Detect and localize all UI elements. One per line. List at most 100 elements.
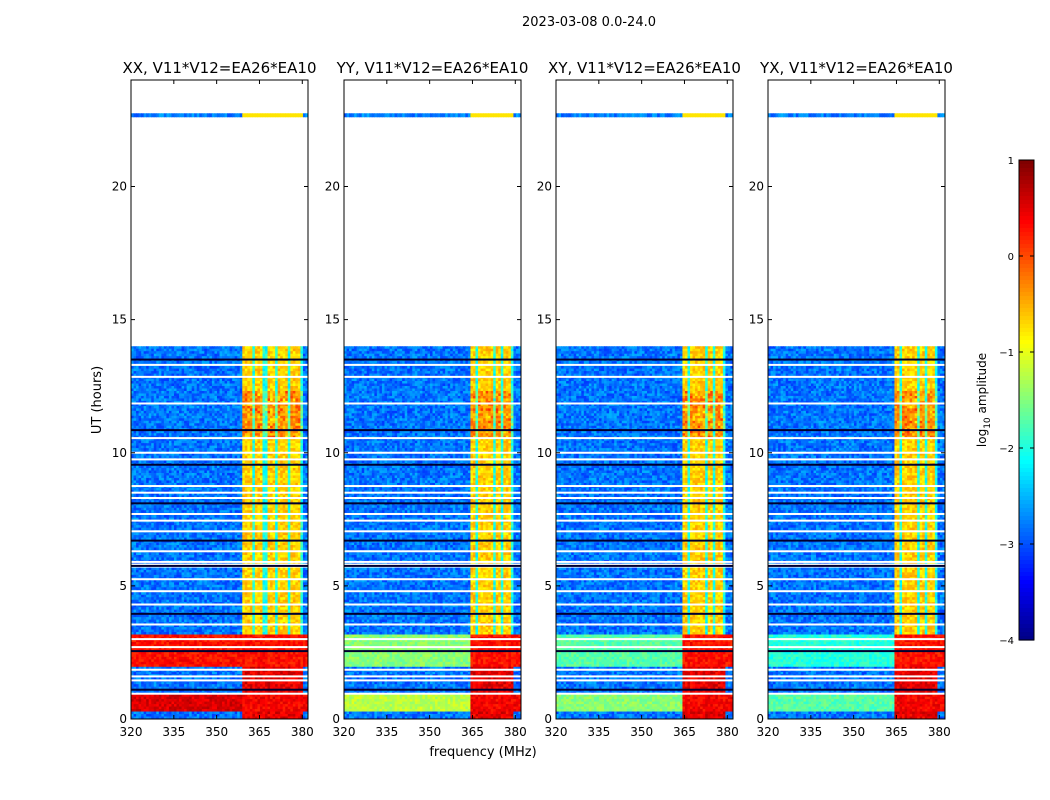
colorbar-step: [1019, 212, 1034, 217]
flag-line: [344, 675, 521, 678]
colorbar-step: [1019, 216, 1034, 221]
colorbar-step: [1019, 376, 1034, 381]
colorbar-step: [1019, 332, 1034, 337]
colorbar-step: [1019, 360, 1034, 365]
colorbar-step: [1019, 280, 1034, 285]
colorbar-step: [1019, 232, 1034, 237]
colorbar-step: [1019, 564, 1034, 569]
colorbar-step: [1019, 176, 1034, 181]
colorbar-step: [1019, 320, 1034, 325]
flag-line: [768, 650, 945, 653]
colorbar-step: [1019, 620, 1034, 625]
colorbar-step: [1019, 168, 1034, 173]
flag-line: [556, 519, 733, 522]
colorbar-step: [1019, 540, 1034, 545]
colorbar-step: [1019, 356, 1034, 361]
colorbar-step: [1019, 548, 1034, 553]
flag-line: [768, 451, 945, 454]
colorbar-step: [1019, 468, 1034, 473]
colorbar-step: [1019, 300, 1034, 305]
colorbar-step: [1019, 256, 1034, 261]
colorbar-step: [1019, 200, 1034, 205]
flag-line: [131, 612, 308, 615]
colorbar-step: [1019, 396, 1034, 401]
panel-frame: [343, 79, 522, 720]
colorbar-step: [1019, 248, 1034, 253]
flag-line: [344, 530, 521, 533]
flag-line: [131, 675, 308, 678]
colorbar-step: [1019, 536, 1034, 541]
flag-line: [131, 402, 308, 405]
flag-line: [768, 530, 945, 533]
flag-line: [768, 688, 945, 691]
flag-line: [768, 463, 945, 466]
colorbar-step: [1019, 368, 1034, 373]
colorbar-step: [1019, 576, 1034, 581]
flag-line: [344, 458, 521, 461]
y-tick-label: 15: [749, 313, 764, 327]
colorbar-step: [1019, 316, 1034, 321]
colorbar-step: [1019, 408, 1034, 413]
colorbar-step: [1019, 464, 1034, 469]
y-tick-label: 10: [112, 446, 127, 460]
panel-title: YY, V11*V12=EA26*EA10: [336, 59, 529, 77]
colorbar-step: [1019, 544, 1034, 549]
flag-line: [344, 485, 521, 488]
colorbar-step: [1019, 600, 1034, 605]
flag-line: [131, 623, 308, 626]
colorbar-step: [1019, 604, 1034, 609]
flag-line: [344, 692, 521, 695]
panel-3: XY, V11*V12=EA26*EA10 320 335 350 365 380 0 5 10…: [537, 59, 741, 739]
colorbar-step: [1019, 400, 1034, 405]
x-tick-label: 365: [461, 725, 484, 739]
flag-line: [556, 375, 733, 378]
colorbar-tick-label: −3: [999, 540, 1014, 551]
x-tick-label: 320: [545, 725, 568, 739]
colorbar-step: [1019, 520, 1034, 525]
flag-line: [556, 603, 733, 606]
colorbar-step: [1019, 312, 1034, 317]
colorbar-step: [1019, 616, 1034, 621]
flag-line: [556, 590, 733, 593]
colorbar-step: [1019, 524, 1034, 529]
y-tick-label: 20: [749, 180, 764, 194]
flag-line: [768, 539, 945, 542]
colorbar-tick-label: −2: [999, 444, 1014, 455]
x-tick-label: 380: [291, 725, 314, 739]
colorbar-step: [1019, 348, 1034, 353]
colorbar-step: [1019, 204, 1034, 209]
colorbar-step: [1019, 160, 1034, 165]
flag-line: [344, 550, 521, 553]
flag-line: [768, 679, 945, 682]
flag-line: [344, 375, 521, 378]
y-axis-label: UT (hours): [90, 366, 105, 434]
flag-line: [344, 650, 521, 653]
colorbar-step: [1019, 508, 1034, 513]
colorbar-step: [1019, 268, 1034, 273]
colorbar-step: [1019, 412, 1034, 417]
x-tick-label: 380: [716, 725, 739, 739]
panel-frame: [130, 79, 309, 720]
flag-line: [768, 458, 945, 461]
colorbar-step: [1019, 380, 1034, 385]
figure-suptitle: 2023-03-08 0.0-24.0: [522, 15, 656, 30]
flag-line: [344, 502, 521, 505]
x-tick-label: 335: [375, 725, 398, 739]
flag-line: [768, 512, 945, 515]
colorbar-step: [1019, 452, 1034, 457]
heatmap-cells-4: [768, 113, 945, 719]
flag-line: [768, 623, 945, 626]
flag-line: [131, 530, 308, 533]
colorbar-step: [1019, 388, 1034, 393]
flag-line: [131, 668, 308, 671]
flag-line: [131, 550, 308, 553]
colorbar-step: [1019, 208, 1034, 213]
flag-line: [556, 512, 733, 515]
colorbar-step: [1019, 180, 1034, 185]
colorbar-step: [1019, 432, 1034, 437]
flag-line: [344, 564, 521, 567]
colorbar-step: [1019, 440, 1034, 445]
colorbar-step: [1019, 188, 1034, 193]
flag-line: [131, 679, 308, 682]
